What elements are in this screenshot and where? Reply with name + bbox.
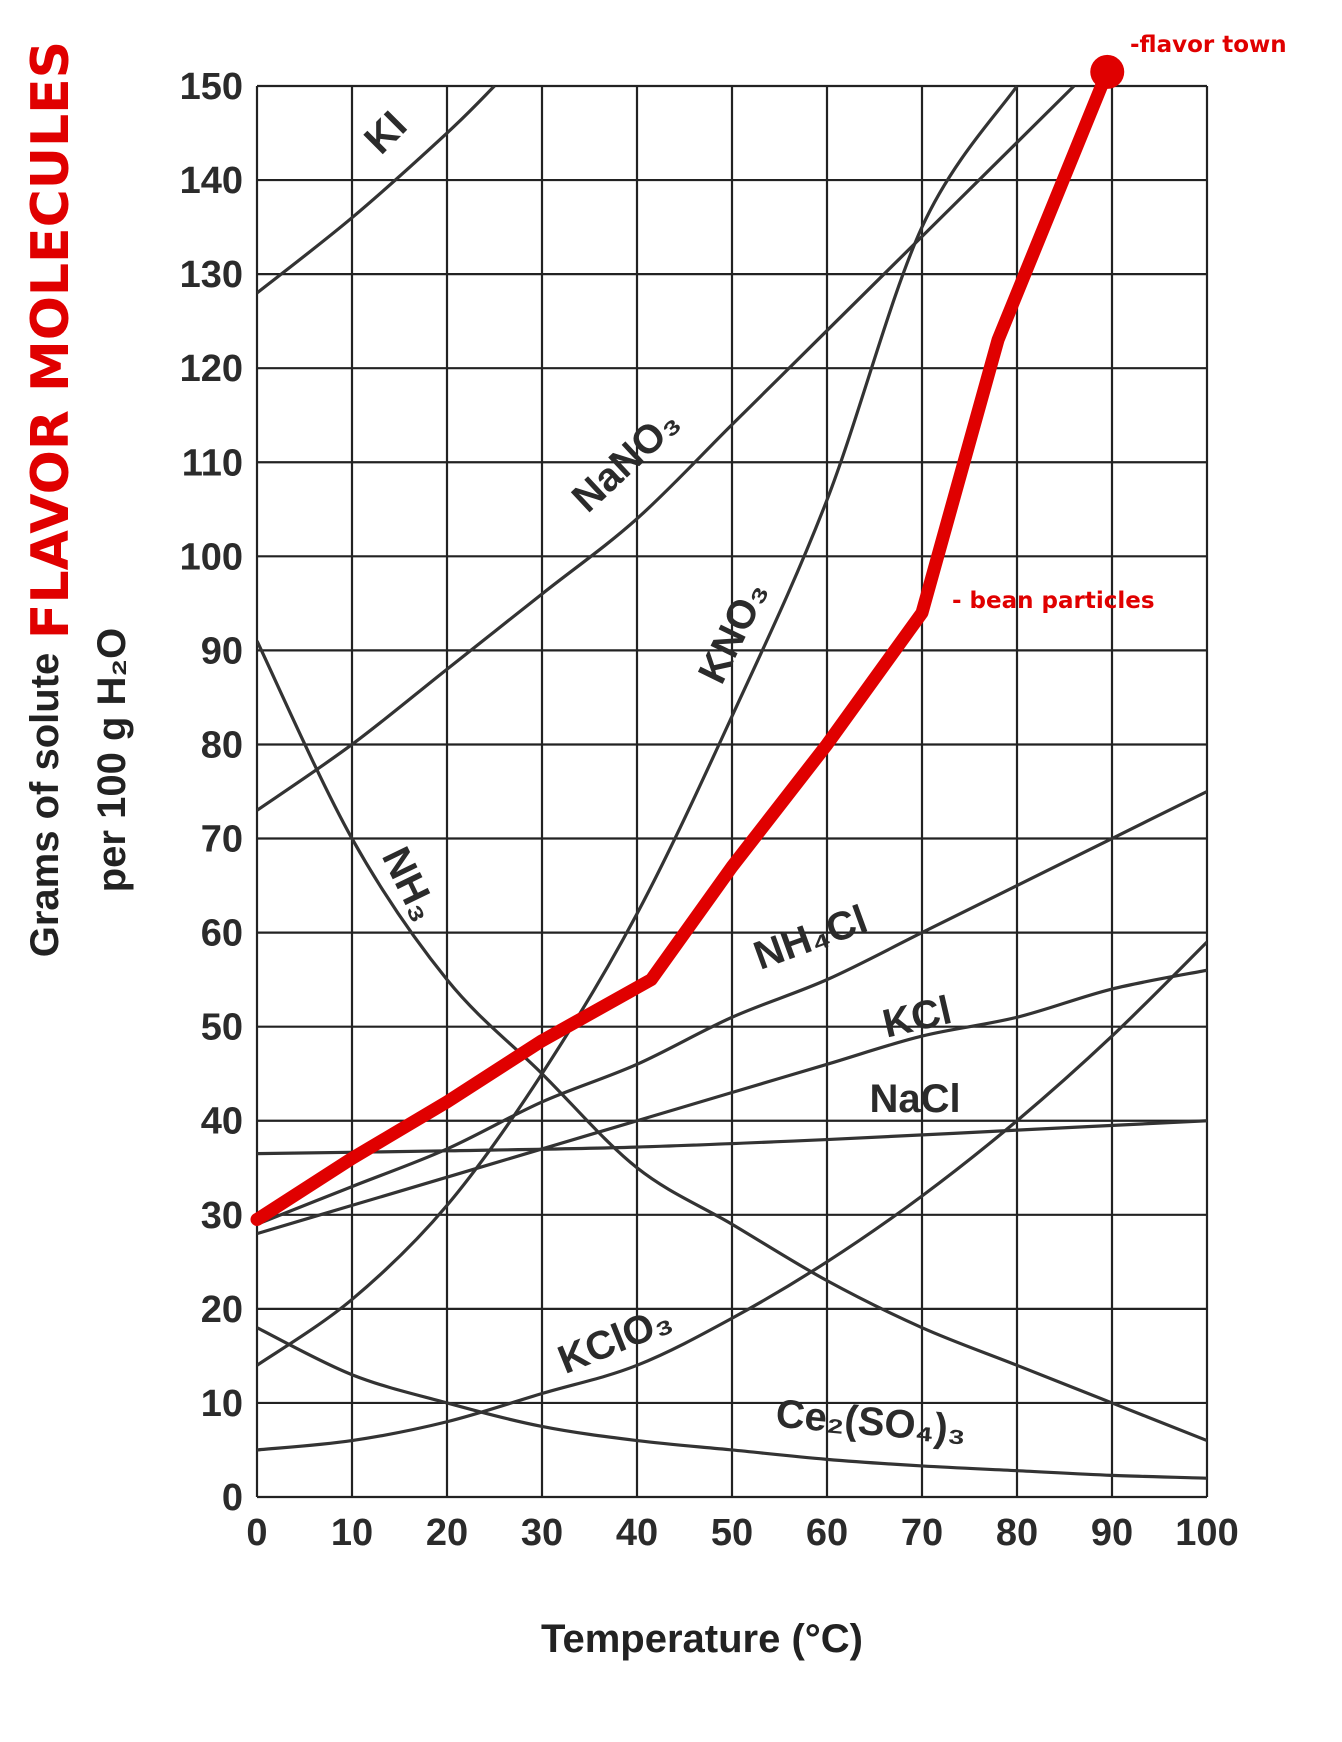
- flavor-overlay: [250, 54, 1125, 1227]
- grid: 0 10 20 30 40 50 60 70 80 90 100 0 10 20 30 40 50 60 70 80 9…: [180, 66, 1239, 1554]
- y-tick-label: 110: [182, 442, 243, 484]
- y-tick-label: 10: [201, 1383, 243, 1425]
- curve-1: [257, 84, 1076, 812]
- overlay-title: FLAVOR MOLECULES: [21, 41, 81, 639]
- y-axis-title-line1: Grams of solute: [23, 653, 67, 958]
- curve-2: [257, 85, 1019, 1367]
- annotation-bean-particles: - bean particles: [952, 588, 1155, 614]
- x-tick-label: 20: [426, 1512, 468, 1554]
- y-tick-label: 80: [201, 724, 243, 766]
- label-kcl: KCl: [879, 988, 956, 1046]
- label-nano3: NaNO₃: [564, 400, 689, 521]
- y-tick-label: 30: [201, 1195, 243, 1237]
- x-tick-label: 60: [806, 1512, 848, 1554]
- y-tick-label: 120: [180, 348, 243, 390]
- x-tick-label: 0: [246, 1512, 267, 1554]
- flavor-endpoint: [1090, 54, 1125, 89]
- y-tick-label: 60: [201, 913, 243, 955]
- y-tick-label: 90: [201, 630, 243, 672]
- curve-8: [257, 1326, 1207, 1480]
- x-tick-label: 70: [901, 1512, 943, 1554]
- x-tick-label: 10: [331, 1512, 373, 1554]
- y-tick-label: 140: [180, 160, 243, 202]
- curve-5: [257, 968, 1207, 1236]
- x-tick-label: 80: [996, 1512, 1038, 1554]
- y-tick-label: 70: [201, 819, 243, 861]
- label-nacl: NaCl: [869, 1077, 960, 1121]
- y-tick-label: 150: [180, 66, 243, 108]
- y-tick-label: 50: [201, 1007, 243, 1049]
- y-tick-label: 130: [180, 254, 243, 296]
- curve-7: [257, 940, 1207, 1452]
- label-ki: KI: [356, 103, 415, 162]
- flavor-line: [250, 65, 1114, 1227]
- y-tick-label: 40: [201, 1101, 243, 1143]
- label-kclo3: KClO₃: [552, 1297, 678, 1382]
- x-tick-label: 100: [1175, 1512, 1238, 1554]
- label-nh3: NH₃: [373, 840, 446, 928]
- x-tick-label: 30: [521, 1512, 563, 1554]
- solubility-curves: [257, 84, 1207, 1480]
- curve-3: [257, 640, 1207, 1443]
- x-axis-title: Temperature (°C): [541, 1617, 863, 1661]
- curve-6: [257, 1119, 1207, 1156]
- y-tick-label: 0: [222, 1477, 243, 1519]
- x-tick-label: 50: [711, 1512, 753, 1554]
- label-ce2so43: Ce₂(SO₄)₃: [774, 1392, 968, 1452]
- curve-4: [257, 790, 1207, 1226]
- y-axis-title-line2: per 100 g H₂O: [90, 628, 134, 893]
- x-tick-label: 40: [616, 1512, 658, 1554]
- y-tick-label: 100: [180, 536, 243, 578]
- annotation-flavor-town: -flavor town: [1130, 32, 1287, 58]
- label-kno3: KNO₃: [690, 574, 777, 690]
- curve-0: [257, 84, 496, 295]
- y-tick-label: 20: [201, 1289, 243, 1331]
- x-tick-label: 90: [1091, 1512, 1133, 1554]
